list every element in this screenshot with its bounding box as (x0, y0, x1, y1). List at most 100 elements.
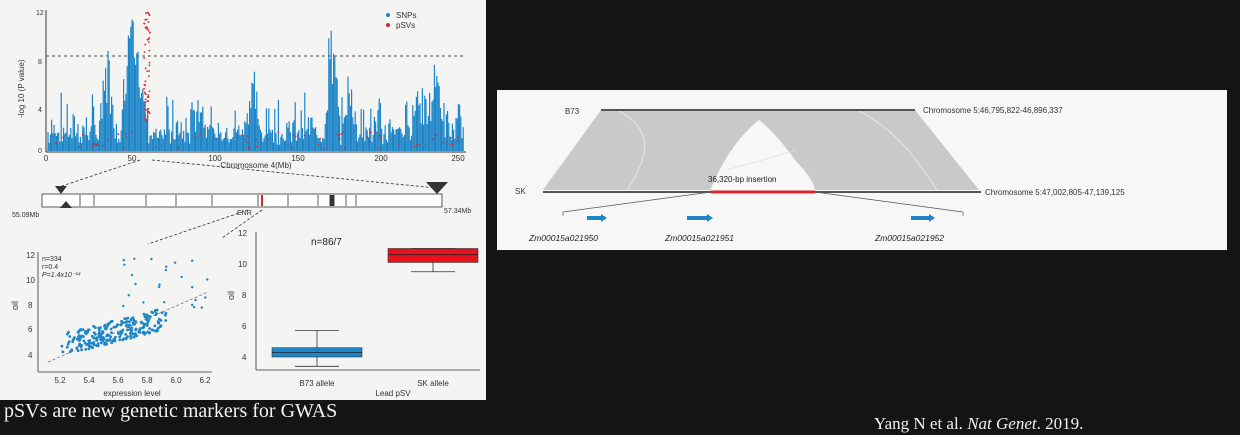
scatter-point (141, 331, 145, 335)
citation: Yang N et al. Nat Genet. 2019. (874, 414, 1083, 434)
scatter-point (94, 333, 97, 336)
y-tick-4: 4 (38, 107, 42, 114)
scatter-point (157, 321, 161, 325)
psv-point (148, 90, 151, 93)
manhattan-y-label: -log 10 (P value) (17, 59, 26, 118)
scatter-point (70, 348, 74, 352)
psv-point (177, 147, 180, 149)
x-tick-100: 100 (208, 154, 222, 163)
scatter-point (124, 321, 128, 324)
scatter-y-tick-8: 8 (28, 301, 33, 310)
psv-points (55, 11, 459, 150)
scatter-point (127, 294, 130, 297)
box-y-tick-4: 4 (242, 353, 247, 362)
psv-point (451, 143, 454, 145)
scatter-point (121, 329, 125, 332)
scatter-point (153, 324, 157, 328)
scatter-point (158, 283, 161, 286)
scatter-point (119, 323, 123, 327)
scatter-point (194, 298, 197, 302)
scatter-point (71, 338, 75, 341)
psv-point (146, 70, 149, 72)
scatter-point (135, 334, 139, 338)
scatter-point (133, 257, 136, 260)
b73-coords: Chromosome 5:46,795,822-46,896,337 (923, 106, 1063, 115)
scatter-point (87, 347, 91, 351)
psv-point (143, 91, 146, 94)
scatter-point (164, 319, 168, 322)
scatter-point (95, 336, 99, 340)
psv-point (255, 145, 258, 148)
psv-point (94, 144, 97, 146)
scatter-point (158, 285, 161, 289)
scatter-point (110, 331, 113, 335)
scatter-x-tick-5.6: 5.6 (112, 376, 124, 385)
psv-point (378, 134, 380, 137)
psv-point (303, 134, 306, 137)
scatter-point (87, 328, 91, 332)
psv-point (144, 18, 147, 21)
legend-snps-marker (386, 13, 390, 17)
sk-label: SK (515, 187, 526, 196)
scatter-point (78, 328, 82, 332)
enr-line-right (221, 209, 263, 239)
psv-point (145, 119, 148, 121)
scatter-point (103, 324, 106, 328)
psv-point (418, 143, 421, 146)
scatter-point (123, 317, 127, 320)
psv-point (368, 140, 371, 143)
box-y-tick-6: 6 (242, 322, 247, 331)
legend-psvs-label: pSVs (396, 21, 415, 30)
scatter-point (82, 339, 86, 343)
scatter-point (160, 311, 164, 315)
scatter-y-tick-10: 10 (26, 276, 35, 285)
manhattan-plot: 12 8 4 0 0 50 100 150 200 250 Chromosome… (17, 10, 466, 170)
scatter-point (124, 324, 128, 327)
scatter-point (163, 301, 166, 304)
box-label-b73: B73 allele (299, 379, 335, 388)
x-tick-150: 150 (291, 154, 305, 163)
psv-point (81, 133, 84, 136)
scatter-point (145, 313, 149, 317)
psv-point (55, 142, 57, 144)
psv-point (215, 138, 217, 141)
scatter-point (142, 322, 146, 326)
scatter-point (145, 318, 149, 322)
marker-triangle-large (426, 182, 448, 194)
scatter-y-label: oil (10, 301, 20, 310)
psv-point (353, 130, 356, 133)
psv-point (416, 143, 419, 146)
psv-point (145, 12, 147, 15)
box-y-label: oil (226, 291, 236, 300)
psv-point (366, 136, 369, 139)
gene-enr-label: ENR (237, 210, 252, 217)
scatter-point (90, 334, 94, 338)
scatter-point (124, 337, 128, 341)
psv-point (117, 133, 120, 136)
scatter-point (84, 332, 88, 336)
scatter-point (180, 275, 183, 279)
psv-point (148, 31, 151, 34)
scatter-point (156, 329, 160, 332)
scatter-point (77, 338, 81, 342)
psv-point (148, 61, 151, 64)
psv-point (424, 144, 427, 147)
gene-zoom-left (562, 191, 712, 213)
scatter-point (109, 335, 113, 339)
scatter-point (60, 344, 64, 348)
scatter-point (129, 318, 133, 322)
scatter-point (106, 322, 110, 326)
psv-point (154, 146, 157, 148)
marker-triangle-down (55, 186, 67, 194)
scatter-point (147, 331, 151, 335)
psv-point (143, 117, 146, 119)
scatter-point (92, 341, 95, 344)
psv-point (145, 18, 148, 21)
scatter-x-tick-5.8: 5.8 (141, 376, 153, 385)
psv-point (147, 11, 150, 14)
psv-point (145, 26, 148, 28)
gene-zoom-right (814, 191, 964, 213)
scatter-point (84, 348, 88, 351)
scatter-point (73, 336, 76, 339)
psv-point (244, 138, 247, 141)
